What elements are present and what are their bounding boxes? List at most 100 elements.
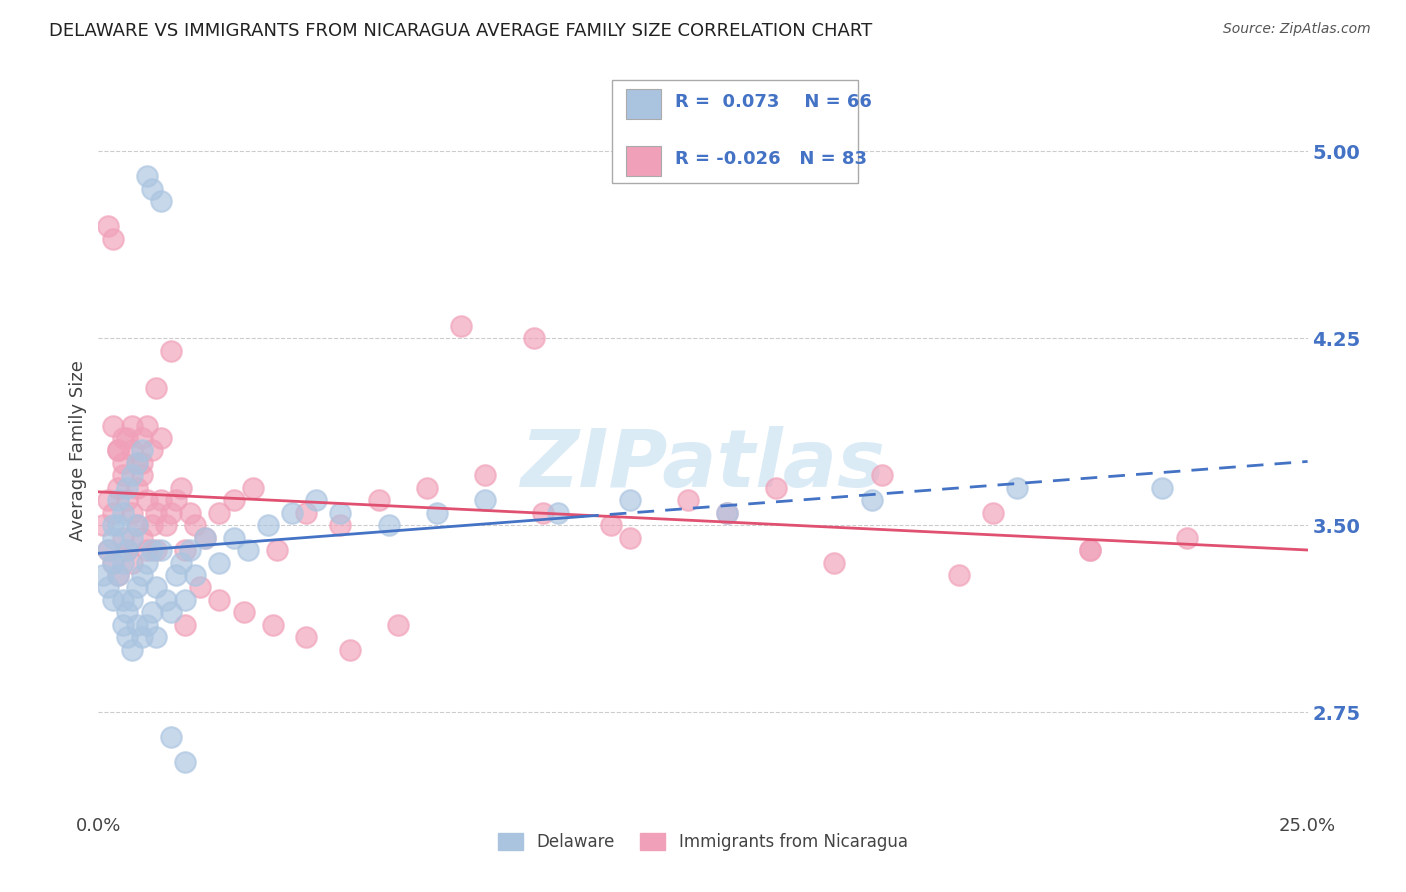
Point <box>111 618 134 632</box>
Text: ZIPatlas: ZIPatlas <box>520 425 886 504</box>
Point <box>101 518 124 533</box>
Point <box>160 730 183 744</box>
Point <box>208 593 231 607</box>
Point <box>179 543 201 558</box>
Point <box>377 518 399 533</box>
Point <box>97 543 120 558</box>
Point <box>121 468 143 483</box>
Point <box>823 556 845 570</box>
Point <box>107 443 129 458</box>
Point <box>174 755 197 769</box>
Text: DELAWARE VS IMMIGRANTS FROM NICARAGUA AVERAGE FAMILY SIZE CORRELATION CHART: DELAWARE VS IMMIGRANTS FROM NICARAGUA AV… <box>49 22 873 40</box>
Point <box>111 431 134 445</box>
Point <box>329 506 352 520</box>
Point <box>131 443 153 458</box>
Text: Source: ZipAtlas.com: Source: ZipAtlas.com <box>1223 22 1371 37</box>
Point <box>131 456 153 470</box>
Point <box>135 618 157 632</box>
Point <box>131 531 153 545</box>
Point <box>1152 481 1174 495</box>
Point <box>101 593 124 607</box>
Point <box>870 468 893 483</box>
Point <box>188 581 211 595</box>
Point <box>155 518 177 533</box>
Point <box>111 556 134 570</box>
Point <box>127 518 149 533</box>
Point <box>305 493 328 508</box>
Point <box>1007 481 1029 495</box>
Point <box>174 543 197 558</box>
Point <box>416 481 439 495</box>
Point <box>107 568 129 582</box>
Point <box>121 418 143 433</box>
Point <box>450 318 472 333</box>
Point <box>141 606 163 620</box>
Point <box>127 456 149 470</box>
Point <box>194 531 217 545</box>
Point <box>117 493 139 508</box>
Point <box>155 593 177 607</box>
Point <box>329 518 352 533</box>
Point <box>339 642 361 657</box>
Point <box>131 568 153 582</box>
Point <box>474 468 496 483</box>
Point <box>145 543 167 558</box>
Point <box>111 593 134 607</box>
Point <box>135 493 157 508</box>
Point <box>117 630 139 644</box>
Point <box>281 506 304 520</box>
Point <box>135 556 157 570</box>
Point <box>131 630 153 644</box>
Point <box>194 531 217 545</box>
Point <box>141 182 163 196</box>
Point <box>117 481 139 495</box>
Point <box>184 518 207 533</box>
Point <box>135 418 157 433</box>
Point <box>101 556 124 570</box>
Point <box>135 543 157 558</box>
Point <box>1078 543 1101 558</box>
Point <box>111 506 134 520</box>
Point <box>242 481 264 495</box>
Point <box>101 232 124 246</box>
Point <box>107 443 129 458</box>
Point <box>387 618 409 632</box>
Point <box>117 606 139 620</box>
Point <box>716 506 738 520</box>
Point <box>262 618 284 632</box>
Point <box>97 219 120 234</box>
Point <box>208 556 231 570</box>
Point <box>160 506 183 520</box>
Point <box>107 518 129 533</box>
Point <box>474 493 496 508</box>
Point <box>169 481 191 495</box>
Point <box>145 630 167 644</box>
Point <box>145 506 167 520</box>
Point <box>619 493 641 508</box>
Point <box>101 556 124 570</box>
Point <box>121 531 143 545</box>
Point <box>150 493 173 508</box>
Point <box>121 506 143 520</box>
Point <box>127 518 149 533</box>
Point <box>222 493 245 508</box>
Point <box>208 506 231 520</box>
Point <box>97 581 120 595</box>
Point <box>101 418 124 433</box>
Point <box>127 481 149 495</box>
Point <box>523 331 546 345</box>
Point <box>145 581 167 595</box>
Point <box>107 481 129 495</box>
Point <box>678 493 700 508</box>
Point <box>295 630 318 644</box>
Point <box>238 543 260 558</box>
Point <box>1175 531 1198 545</box>
Point <box>97 493 120 508</box>
Point <box>121 443 143 458</box>
Point <box>150 431 173 445</box>
Point <box>256 518 278 533</box>
Point <box>107 568 129 582</box>
Point <box>117 431 139 445</box>
Point <box>368 493 391 508</box>
Point <box>160 606 183 620</box>
